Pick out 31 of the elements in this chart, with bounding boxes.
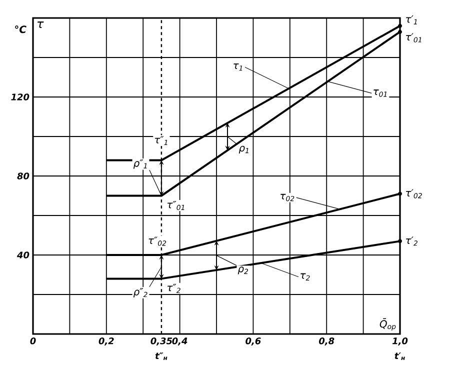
annotation: τ′$_{1}$	[406, 15, 417, 24]
annotation: τ$_{02}$	[280, 194, 294, 202]
annotation: τ	[38, 22, 44, 28]
x-tick-label: 0,8	[318, 338, 334, 346]
annotation: ρ″$_{1}$	[133, 159, 147, 169]
annotation: τ″$_{01}$	[167, 200, 184, 210]
y-tick-label: 120	[11, 94, 30, 100]
y-axis-title: °C	[15, 26, 26, 34]
x-tick-label: 0,35	[150, 338, 172, 346]
x-axis-title: Q̄$_{ор}$	[380, 318, 396, 330]
ref-line-label: t″$_{н}$	[155, 352, 168, 360]
x-tick-label: 0	[30, 338, 36, 344]
annotation: τ$_{1}$	[234, 64, 242, 71]
annotation: ρ$_{1}$	[238, 146, 248, 154]
y-tick-label: 40	[16, 252, 30, 258]
x-tick-label: 1,0	[392, 338, 408, 346]
annotation: ρ″$_{2}$	[133, 288, 148, 298]
x-tick-label: 0,6	[246, 338, 261, 346]
text: t′$_{н}$	[394, 352, 405, 360]
y-tick-label: 80	[17, 172, 30, 180]
annotation: τ″$_{2}$	[167, 284, 180, 293]
annotation: τ″$_{1}$	[154, 136, 168, 145]
annotation: τ$_{01}$	[374, 90, 387, 97]
annotation: τ′$_{2}$	[406, 236, 418, 246]
annotation: τ′$_{01}$	[406, 33, 422, 42]
annotation: τ′$_{02}$	[406, 189, 422, 198]
annotation: τ″$_{02}$	[148, 236, 166, 246]
annotation: ρ$_{2}$	[238, 266, 248, 274]
x-tick-label: 0,2	[98, 338, 114, 346]
annotation: τ$_{2}$	[300, 273, 310, 280]
x-tick-label: 0,4	[172, 338, 188, 346]
